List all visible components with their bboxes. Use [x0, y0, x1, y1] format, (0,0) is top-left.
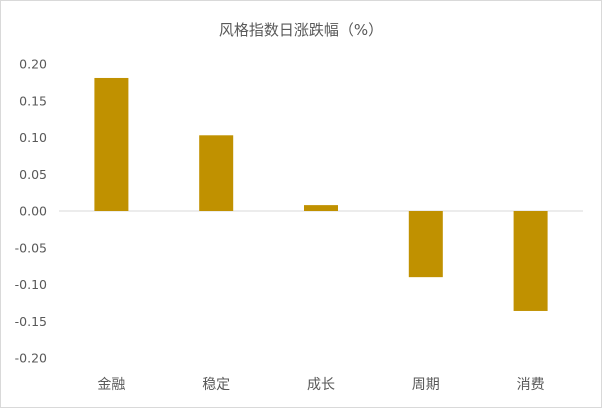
x-axis-category-labels: 金融 稳定 成长 周期 消费	[97, 377, 544, 393]
y-tick-label: -0.10	[15, 277, 47, 292]
x-category-label: 稳定	[202, 377, 230, 393]
y-tick-label: 0.20	[19, 57, 47, 72]
y-tick-label: 0.10	[19, 130, 47, 145]
y-tick-label: -0.05	[15, 240, 47, 255]
y-tick-label: 0.00	[19, 204, 47, 219]
x-category-label: 金融	[97, 377, 125, 393]
bar-金融	[94, 77, 129, 211]
bar-周期	[408, 211, 443, 278]
bar-消费	[513, 211, 548, 311]
bars-group	[94, 77, 548, 311]
y-axis-tick-labels: 0.20 0.15 0.10 0.05 0.00 -0.05 -0.10 -0.15 -0.20	[15, 57, 47, 366]
bar-成长	[304, 205, 338, 211]
chart-title: 风格指数日涨跌幅（%）	[219, 21, 383, 39]
x-category-label: 成长	[307, 377, 335, 393]
y-tick-label: 0.15	[19, 93, 47, 108]
y-tick-label: 0.05	[19, 167, 47, 182]
y-tick-label: -0.20	[15, 351, 47, 366]
bar-稳定	[199, 135, 234, 211]
x-category-label: 周期	[412, 377, 440, 393]
x-category-label: 消费	[517, 377, 545, 393]
y-tick-label: -0.15	[15, 314, 47, 329]
